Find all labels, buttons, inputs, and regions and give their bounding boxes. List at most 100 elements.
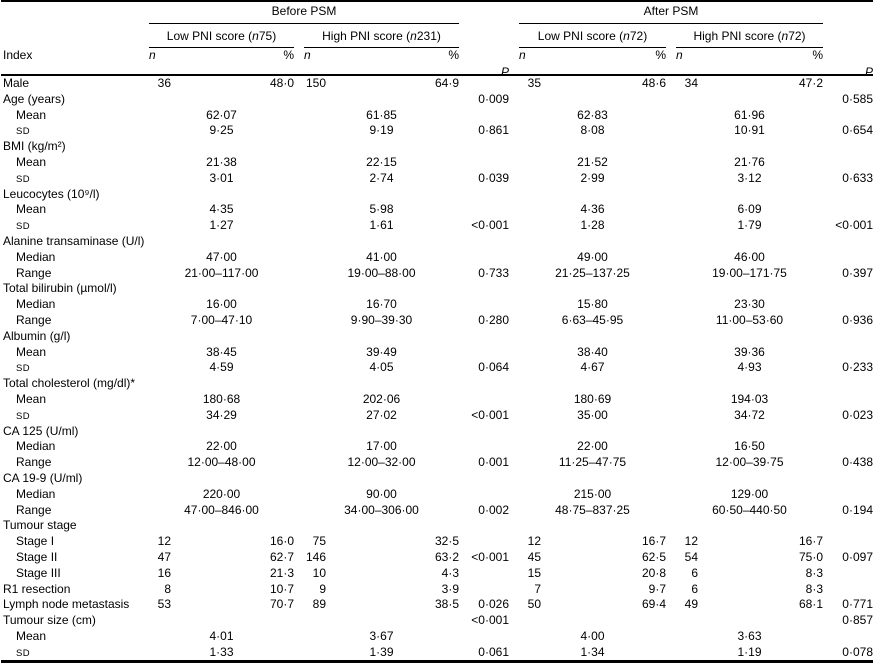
cell-pct: 69·4	[641, 597, 666, 612]
cell-n: 7	[534, 581, 541, 596]
cell-p-value: <0·001	[835, 218, 873, 233]
group-cell: 220·00	[149, 487, 294, 503]
group-cell	[519, 518, 666, 534]
cell-pct: 32·5	[434, 534, 459, 549]
cell-value: 129·00	[730, 486, 769, 501]
cell-value: 60·50–440·50	[712, 502, 787, 517]
cell-value: 11·25–47·75	[558, 455, 627, 470]
row-label: Male	[3, 76, 30, 90]
cell-p-value: 0·585	[842, 91, 873, 106]
group-cell	[676, 471, 823, 487]
cell-value: 3·12	[737, 170, 762, 185]
group-cell: 47 62·7	[149, 550, 294, 566]
cell-value: 4·59	[209, 360, 234, 375]
group-cell: 27·02	[304, 408, 459, 425]
cell-value: 6·63–45·95	[561, 312, 624, 327]
row-label: CA 19-9 (U/ml)	[3, 470, 83, 485]
group-cell: 34·00–306·00	[304, 503, 459, 519]
cell-value: 39·49	[366, 344, 397, 359]
row-label-cell: Median	[1, 297, 149, 313]
group-cell: 6·09	[676, 202, 823, 218]
cell-value: 4·67	[580, 360, 605, 375]
cell-n: 12	[527, 534, 541, 549]
group-cell	[149, 92, 294, 108]
group-cell	[519, 329, 666, 345]
cell-value: 17·00	[366, 439, 397, 454]
p-value-cell: <0·001	[459, 613, 509, 629]
group-cell: 16·00	[149, 297, 294, 313]
group-cell: 9·25	[149, 123, 294, 140]
cell-value: 1·33	[209, 644, 234, 659]
cell-value: 194·03	[730, 391, 769, 406]
row-label-cell: Mean	[1, 629, 149, 645]
col-header-p: P	[500, 65, 509, 79]
cell-value: 2·74	[369, 170, 394, 185]
row-label: Range	[16, 312, 52, 327]
p-value-cell: 0·023	[823, 408, 873, 424]
table-row: Range 12·00–48·00 12·00–32·00 11·25–47·75 12…	[1, 455, 873, 471]
col-header-n: n	[149, 48, 156, 62]
header-psm-row: Before PSM After PSM	[1, 2, 873, 24]
group-cell	[676, 234, 823, 250]
row-label-cell: Tumour stage	[1, 518, 149, 534]
group-cell: 2·74	[304, 171, 459, 188]
cell-p-value: 0·001	[478, 455, 509, 470]
cell-n: 50	[527, 597, 541, 612]
group-cell: 194·03	[676, 392, 823, 408]
group-cell: 75 32·5	[304, 534, 459, 550]
group-cell: 35 48·6	[519, 76, 666, 92]
cell-value: 39·36	[734, 344, 765, 359]
column-header-row: Index n% n% n% n% P P	[1, 48, 873, 79]
cell-n: 12	[157, 534, 171, 549]
row-label-cell: BMI (kg/m²)	[1, 139, 149, 155]
group-cell	[676, 92, 823, 108]
cell-value: 41·00	[366, 249, 397, 264]
cell-value: 16·70	[366, 297, 397, 312]
row-label-cell: Mean	[1, 392, 149, 408]
group-cell	[304, 518, 459, 534]
group-cell: 12·00–32·00	[304, 455, 459, 471]
row-label: Range	[16, 502, 52, 517]
p-value-cell: 0·280	[459, 313, 509, 329]
group-cell	[519, 187, 666, 203]
cell-value: 1·79	[737, 218, 762, 233]
group-cell: 4·01	[149, 629, 294, 645]
group-cell: 19·00–88·00	[304, 266, 459, 282]
cell-value: 21·00–117·00	[184, 265, 259, 280]
cell-value: 4·00	[580, 628, 605, 643]
group-cell: 90·00	[304, 487, 459, 503]
cell-n: 12	[684, 534, 698, 549]
row-label-cell: SD	[1, 645, 149, 662]
cell-value: 61·85	[366, 107, 397, 122]
cell-pct: 21·3	[269, 565, 294, 580]
p-value-cell: 0·001	[459, 455, 509, 471]
group-cell	[304, 139, 459, 155]
cell-value: 27·02	[366, 407, 397, 422]
p-value-cell: <0·001	[459, 218, 509, 234]
group-cell: 10·91	[676, 123, 823, 140]
cell-value: 34·00–306·00	[344, 502, 419, 517]
header-subgroup: Low PNI score (n 75)	[149, 23, 294, 48]
group-cell: 4·00	[519, 629, 666, 645]
table-row: Alanine transaminase (U/l)	[1, 234, 873, 250]
group-cell: 180·69	[519, 392, 666, 408]
cell-value: 62·07	[206, 107, 237, 122]
group-cell: 3·12	[676, 171, 823, 188]
group-cell: 1·19	[676, 645, 823, 662]
cell-value: 1·27	[209, 218, 234, 233]
table-row: Total bilirubin (µmol/l)	[1, 281, 873, 297]
cell-value: 49·00	[577, 249, 608, 264]
group-cell: 2·99	[519, 171, 666, 188]
cell-p-value: 0·233	[842, 360, 873, 375]
row-label-cell: Range	[1, 266, 149, 282]
row-label-cell: Mean	[1, 202, 149, 218]
group-cell: 4·05	[304, 360, 459, 377]
row-label-cell: Median	[1, 439, 149, 455]
subgroup-count: 75)	[258, 29, 277, 43]
table-row: Male 36 48·0 150 64·9 35 48·6 34 47·2 0·009 0·585	[1, 76, 873, 106]
group-cell: 1·39	[304, 645, 459, 662]
cell-pct: 16·0	[269, 534, 294, 549]
cell-value: 90·00	[366, 486, 397, 501]
col-header-group: n%	[149, 48, 294, 65]
